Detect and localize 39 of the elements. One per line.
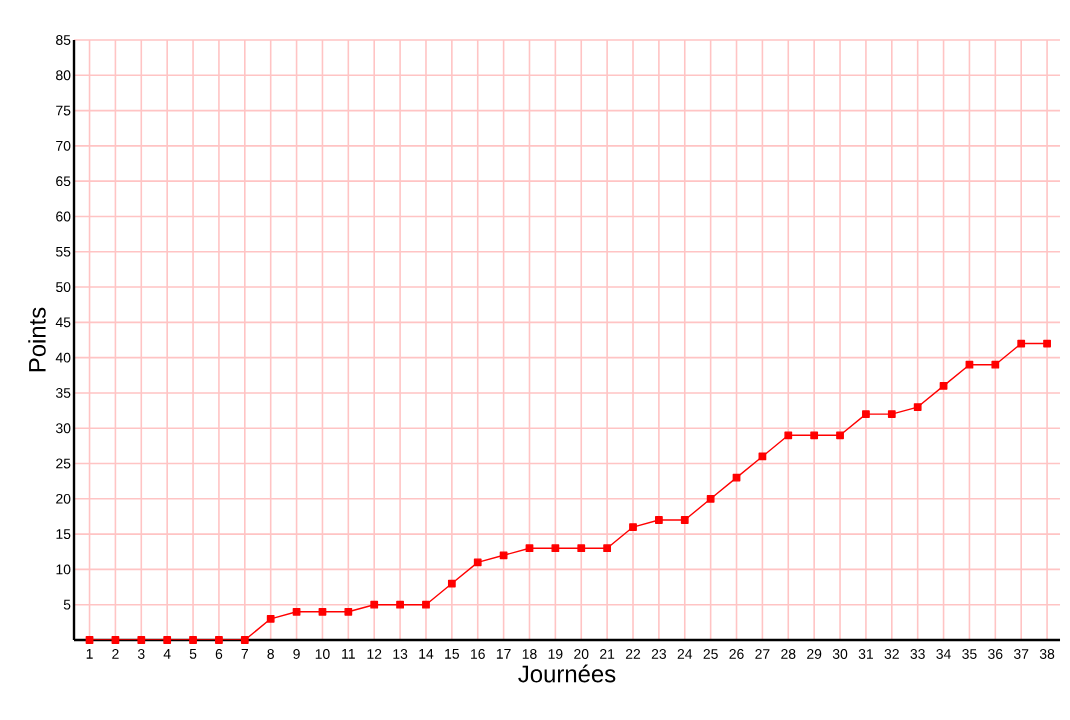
point bbox=[577, 544, 586, 553]
point bbox=[292, 607, 301, 616]
point bbox=[499, 551, 508, 560]
point bbox=[784, 431, 793, 440]
point bbox=[939, 382, 948, 390]
point bbox=[862, 410, 870, 418]
point bbox=[732, 473, 741, 482]
point bbox=[85, 636, 94, 644]
y-axis-title: Points bbox=[28, 307, 46, 372]
point bbox=[137, 636, 146, 644]
point bbox=[680, 516, 689, 524]
point bbox=[111, 636, 120, 644]
point bbox=[318, 607, 327, 616]
point bbox=[266, 614, 275, 623]
point bbox=[344, 607, 353, 616]
point bbox=[370, 600, 379, 609]
point bbox=[603, 544, 612, 553]
point bbox=[473, 558, 482, 567]
point bbox=[836, 431, 844, 440]
point bbox=[810, 431, 819, 440]
point bbox=[215, 636, 223, 644]
point bbox=[189, 636, 197, 644]
point bbox=[629, 523, 637, 531]
x-axis-title: Journées bbox=[518, 664, 616, 683]
point bbox=[1017, 339, 1026, 348]
point bbox=[396, 600, 404, 609]
point bbox=[551, 544, 560, 553]
point bbox=[447, 579, 456, 588]
point bbox=[913, 403, 922, 411]
point bbox=[163, 636, 172, 644]
point bbox=[991, 360, 1000, 369]
point bbox=[887, 410, 896, 418]
point bbox=[240, 636, 249, 644]
point bbox=[525, 544, 534, 553]
point bbox=[965, 360, 974, 369]
point bbox=[655, 516, 663, 524]
point bbox=[1043, 339, 1051, 348]
point bbox=[706, 494, 715, 503]
point bbox=[422, 600, 430, 609]
